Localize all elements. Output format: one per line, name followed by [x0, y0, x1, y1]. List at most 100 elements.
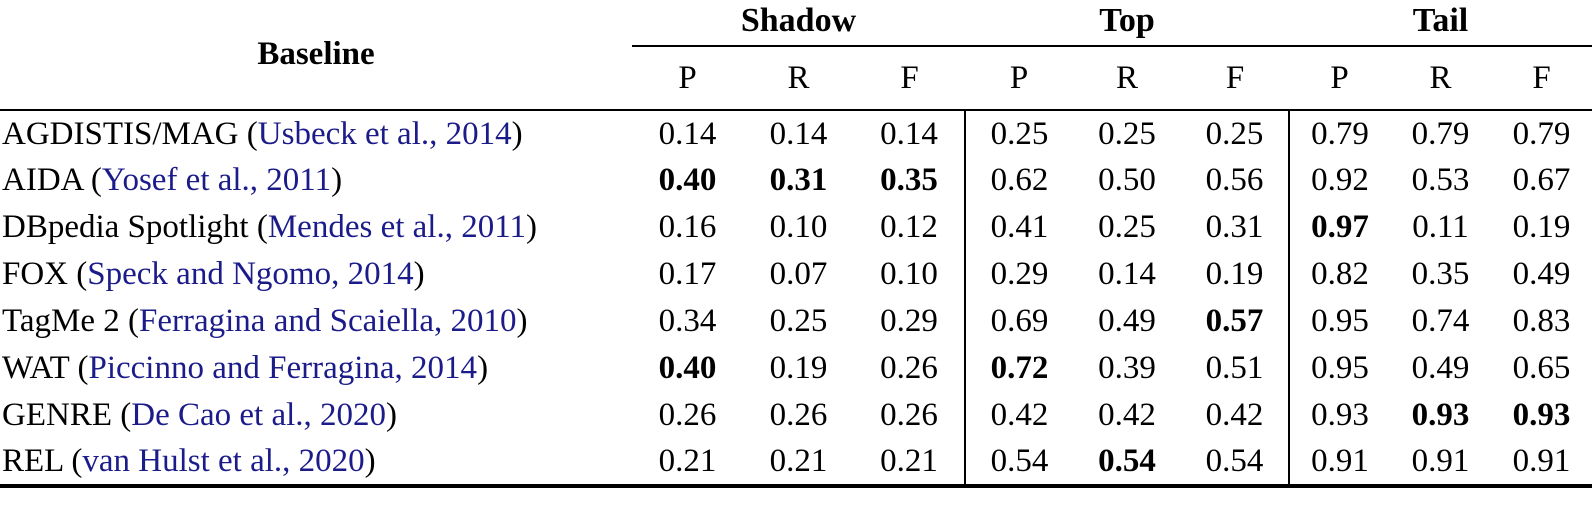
system-name: DBpedia Spotlight	[2, 209, 249, 245]
metric-value: 0.16	[658, 209, 717, 245]
table-row: TagMe 2 (Ferragina and Scaiella, 2010) 0…	[0, 298, 1592, 345]
metric-value: 0.79	[1411, 115, 1470, 152]
metric-value: 0.83	[1512, 303, 1571, 339]
metric-value: 0.54	[1073, 439, 1182, 488]
subheader-tail-p: P	[1289, 46, 1391, 111]
metric-value: 0.82	[1311, 256, 1369, 292]
citation-link[interactable]: Yosef et al., 2011	[101, 162, 332, 198]
metric-value: 0.42	[1098, 397, 1156, 433]
metric-value: 0.19	[1512, 209, 1571, 245]
citation-link[interactable]: Ferragina and Scaiella, 2010	[139, 303, 517, 339]
paren-close: )	[364, 443, 376, 479]
system-name: AIDA	[2, 162, 83, 198]
baseline-cell: AGDISTIS/MAG (Usbeck et al., 2014)	[0, 110, 632, 157]
baseline-cell: FOX (Speck and Ngomo, 2014)	[0, 251, 632, 298]
metric-value: 0.26	[854, 345, 967, 392]
table-header: Baseline Shadow Top Tail P R F P R F P R…	[0, 0, 1592, 111]
metric-value: 0.12	[854, 204, 967, 251]
metric-value: 0.79	[1512, 115, 1571, 152]
metric-value: 0.19	[769, 350, 828, 386]
table-row: FOX (Speck and Ngomo, 2014) 0.17 0.07 0.…	[0, 251, 1592, 298]
metric-value: 0.35	[854, 157, 967, 204]
baseline-cell: REL (van Hulst et al., 2020)	[0, 439, 632, 488]
metric-value: 0.26	[658, 397, 717, 433]
metric-value: 0.95	[1311, 350, 1369, 386]
metric-value: 0.95	[1311, 303, 1369, 339]
results-table: Baseline Shadow Top Tail P R F P R F P R…	[0, 0, 1592, 488]
baseline-cell: GENRE (De Cao et al., 2020)	[0, 392, 632, 439]
metric-value: 0.26	[769, 397, 828, 433]
table-body: AGDISTIS/MAG (Usbeck et al., 2014) 0.14 …	[0, 110, 1592, 488]
metric-value: 0.93	[1311, 397, 1369, 433]
table-row: DBpedia Spotlight (Mendes et al., 2011) …	[0, 204, 1592, 251]
group-header-top: Top	[965, 0, 1290, 47]
citation-link[interactable]: Mendes et al., 2011	[267, 209, 526, 245]
metric-value: 0.26	[854, 392, 967, 439]
metric-value: 0.14	[658, 115, 717, 152]
system-name: TagMe 2	[2, 303, 120, 339]
paren-close: )	[386, 397, 398, 433]
metric-value: 0.49	[1512, 256, 1571, 292]
metric-value: 0.25	[1181, 110, 1291, 157]
baseline-column-header: Baseline	[0, 0, 632, 111]
citation-link[interactable]: Speck and Ngomo, 2014	[87, 256, 414, 292]
metric-value: 0.10	[769, 209, 828, 245]
metric-value: 0.39	[1098, 350, 1156, 386]
metric-value: 0.29	[990, 256, 1049, 292]
metric-value: 0.21	[632, 439, 743, 488]
metric-value: 0.69	[990, 303, 1049, 339]
subheader-top-p: P	[965, 46, 1074, 111]
metric-value: 0.74	[1411, 303, 1470, 339]
group-header-row: Baseline Shadow Top Tail	[0, 0, 1592, 111]
metric-value: 0.54	[1181, 439, 1291, 488]
metric-value: 0.49	[1098, 303, 1156, 339]
metric-value: 0.40	[658, 350, 717, 386]
metric-value: 0.49	[1411, 350, 1470, 386]
metric-value: 0.14	[854, 110, 967, 157]
subheader-shadow-f: F	[854, 46, 966, 111]
system-name: AGDISTIS/MAG	[2, 115, 239, 152]
metric-value: 0.93	[1411, 397, 1470, 433]
citation-link[interactable]: van Hulst et al., 2020	[82, 443, 365, 479]
metric-value: 0.42	[1181, 392, 1291, 439]
metric-value: 0.97	[1311, 209, 1369, 245]
baseline-cell: AIDA (Yosef et al., 2011)	[0, 157, 632, 204]
metric-value: 0.25	[1098, 115, 1156, 152]
citation-link[interactable]: De Cao et al., 2020	[131, 397, 387, 433]
paren-open: (	[68, 256, 88, 292]
metric-value: 0.53	[1411, 162, 1470, 198]
paren-open: (	[248, 209, 268, 245]
metric-value: 0.50	[1098, 162, 1156, 198]
metric-value: 0.56	[1181, 157, 1291, 204]
metric-value: 0.25	[990, 115, 1049, 152]
subheader-shadow-p: P	[632, 46, 743, 111]
paren-close: )	[413, 256, 425, 292]
baseline-cell: DBpedia Spotlight (Mendes et al., 2011)	[0, 204, 632, 251]
metric-value: 0.93	[1512, 397, 1571, 433]
metric-value: 0.57	[1181, 298, 1291, 345]
metric-value: 0.35	[1411, 256, 1470, 292]
metric-value: 0.91	[1390, 439, 1492, 488]
table-row: REL (van Hulst et al., 2020) 0.21 0.21 0…	[0, 439, 1592, 488]
metric-value: 0.11	[1412, 209, 1469, 245]
metric-value: 0.21	[854, 439, 967, 488]
metric-value: 0.14	[769, 115, 828, 152]
citation-link[interactable]: Usbeck et al., 2014	[257, 115, 512, 152]
paren-open: (	[82, 162, 102, 198]
subheader-top-f: F	[1181, 46, 1290, 111]
metric-value: 0.31	[769, 162, 828, 198]
metric-value: 0.62	[990, 162, 1049, 198]
paren-open: (	[69, 350, 89, 386]
group-header-tail: Tail	[1289, 0, 1592, 47]
system-name: REL	[2, 443, 64, 479]
metric-value: 0.42	[990, 397, 1049, 433]
paren-close: )	[477, 350, 489, 386]
metric-value: 0.21	[743, 439, 854, 488]
group-header-shadow: Shadow	[632, 0, 966, 47]
paren-open: (	[63, 443, 83, 479]
citation-link[interactable]: Piccinno and Ferragina, 2014	[88, 350, 478, 386]
paren-open: (	[112, 397, 132, 433]
subcolumn-header-row: P R F P R F P R F	[0, 46, 1592, 111]
metric-value: 0.07	[769, 256, 828, 292]
